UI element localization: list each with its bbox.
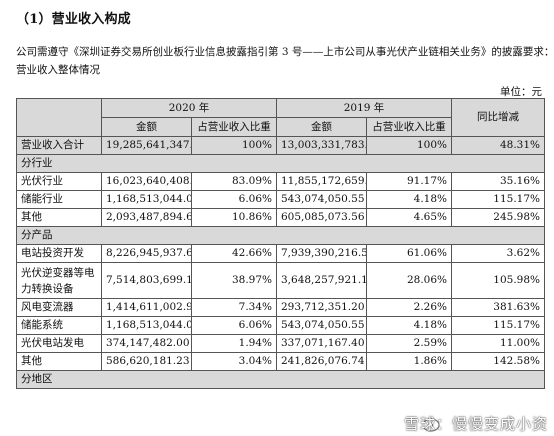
header-year-2019: 2019 年 [276, 98, 452, 118]
share-2020-cell: 42.66% [191, 244, 277, 263]
yoy-cell: 381.63% [451, 298, 545, 317]
row-name: 电站投资开发 [16, 244, 102, 263]
yoy-cell: 105.98% [451, 262, 545, 299]
row-name: 其他 [16, 352, 102, 371]
header-amount-2019: 金额 [276, 117, 367, 137]
share-2019-cell: 1.86% [366, 352, 452, 371]
header-share-2019: 占营业收入比重 [366, 117, 452, 137]
amount-2019-cell: 241,826,076.74 [276, 352, 367, 371]
table-subheader-row: 金额 占营业收入比重 金额 占营业收入比重 [17, 117, 545, 137]
amount-2019-cell: 3,648,257,921.17 [276, 262, 367, 299]
table-row: 风电变流器 1,414,611,002.95 7.34% 293,712,351.20… [16, 298, 545, 317]
yoy-cell: 48.31% [451, 136, 545, 155]
section-row: 分产品 [16, 226, 545, 245]
share-2020-cell: 38.97% [191, 262, 277, 299]
total-row: 营业收入合计19,285,641,347.02100%13,003,331,78… [16, 136, 545, 155]
row-name: 光伏电站发电 [16, 334, 102, 353]
yoy-cell: 115.17% [451, 190, 545, 209]
row-name: 光伏行业 [16, 172, 102, 191]
section-row: 分地区 [16, 370, 545, 389]
amount-2019-cell: 543,074,050.55 [276, 316, 367, 335]
share-2020-cell: 1.94% [191, 334, 277, 353]
amount-2020-cell: 2,093,487,894.65 [101, 208, 192, 227]
row-name: 风电变流器 [16, 298, 102, 317]
table-body: 营业收入合计19,285,641,347.02100%13,003,331,78… [16, 136, 545, 389]
share-2019-cell: 91.17% [366, 172, 452, 191]
share-2020-cell: 3.04% [191, 352, 277, 371]
amount-2020-cell: 1,168,513,044.05 [101, 190, 192, 209]
amount-2020-cell: 1,168,513,044.05 [101, 316, 192, 335]
yoy-cell: 3.62% [451, 244, 545, 263]
corner-header [16, 98, 102, 137]
table-row: 电站投资开发 8,226,945,937.60 42.66% 7,939,390,21… [16, 244, 545, 263]
share-2019-cell: 61.06% [366, 244, 452, 263]
table-row: 光伏行业16,023,640,408.3283.09%11,855,172,65… [16, 172, 545, 191]
share-2019-cell: 4.18% [366, 190, 452, 209]
row-name: 储能行业 [16, 190, 102, 209]
row-name: 其他 [16, 208, 102, 227]
share-2020-cell: 6.06% [191, 190, 277, 209]
table-row: 光伏逆变器等电力转换设备 7,514,803,699.19 38.97% 3,648,… [16, 262, 545, 299]
share-2020-cell: 7.34% [191, 298, 277, 317]
table-row: 其他 586,620,181.23 3.04% 241,826,076.74 1.86%… [16, 352, 545, 371]
share-2020-cell: 100% [191, 136, 277, 155]
yoy-cell: 245.98% [451, 208, 545, 227]
yoy-cell: 115.17% [451, 316, 545, 335]
amount-2020-cell: 586,620,181.23 [101, 352, 192, 371]
amount-2019-cell: 543,074,050.55 [276, 190, 367, 209]
row-name: 光伏逆变器等电力转换设备 [16, 262, 102, 299]
header-year-2020: 2020 年 [101, 98, 277, 118]
row-name: 营业收入合计 [16, 136, 102, 155]
share-2020-cell: 83.09% [191, 172, 277, 191]
share-2019-cell: 28.06% [366, 262, 452, 299]
share-2020-cell: 10.86% [191, 208, 277, 227]
amount-2019-cell: 7,939,390,216.59 [276, 244, 367, 263]
amount-2020-cell: 1,414,611,002.95 [101, 298, 192, 317]
amount-2020-cell: 19,285,641,347.02 [101, 136, 192, 155]
amount-2020-cell: 8,226,945,937.60 [101, 244, 192, 263]
section-label: 分行业 [16, 154, 545, 173]
snowball-logo-icon [422, 418, 440, 432]
intro-text: 公司需遵守《深圳证券交易所创业板行业信息披露指引第 3 号——上市公司从事光伏产… [16, 46, 554, 58]
table-header-row: 2020 年 2019 年 同比增减 [16, 98, 545, 137]
yoy-cell: 142.58% [451, 352, 545, 371]
row-name: 储能系统 [16, 316, 102, 335]
yoy-cell: 11.00% [451, 334, 545, 353]
amount-2020-cell: 374,147,482.00 [101, 334, 192, 353]
section-label: 分地区 [16, 370, 545, 389]
section-heading: （1）营业收入构成 [16, 12, 131, 27]
amount-2019-cell: 605,085,073.56 [276, 208, 367, 227]
share-2019-cell: 100% [366, 136, 452, 155]
section-row: 分行业 [16, 154, 545, 173]
watermark: 雪球：慢慢变成小资 [403, 415, 548, 433]
subheading-text: 营业收入整体情况 [16, 64, 100, 76]
amount-2019-cell: 11,855,172,659.54 [276, 172, 367, 191]
table-row: 其他 2,093,487,894.65 10.86% 605,085,073.56 4.… [16, 208, 545, 227]
unit-label: 单位：元 [500, 86, 542, 98]
header-amount-2020: 金额 [101, 117, 192, 137]
table-row: 储能行业 1,168,513,044.05 6.06% 543,074,050.55 4… [16, 190, 545, 209]
section-label: 分产品 [16, 226, 545, 245]
yoy-cell: 35.16% [451, 172, 545, 191]
amount-2019-cell: 337,071,167.40 [276, 334, 367, 353]
header-share-2020: 占营业收入比重 [191, 117, 277, 137]
amount-2019-cell: 293,712,351.20 [276, 298, 367, 317]
share-2019-cell: 2.59% [366, 334, 452, 353]
amount-2019-cell: 13,003,331,783.65 [276, 136, 367, 155]
revenue-table: 2020 年 2019 年 同比增减 金额 占营业收入比重 金额 占营业收入比重… [16, 98, 545, 389]
share-2019-cell: 4.18% [366, 316, 452, 335]
amount-2020-cell: 7,514,803,699.19 [101, 262, 192, 299]
share-2019-cell: 4.65% [366, 208, 452, 227]
amount-2020-cell: 16,023,640,408.32 [101, 172, 192, 191]
share-2019-cell: 2.26% [366, 298, 452, 317]
table-row: 光伏电站发电 374,147,482.00 1.94% 337,071,167.40 2… [16, 334, 545, 353]
header-yoy: 同比增减 [451, 98, 545, 137]
table-row: 储能系统 1,168,513,044.05 6.06% 543,074,050.55 4… [16, 316, 545, 335]
share-2020-cell: 6.06% [191, 316, 277, 335]
